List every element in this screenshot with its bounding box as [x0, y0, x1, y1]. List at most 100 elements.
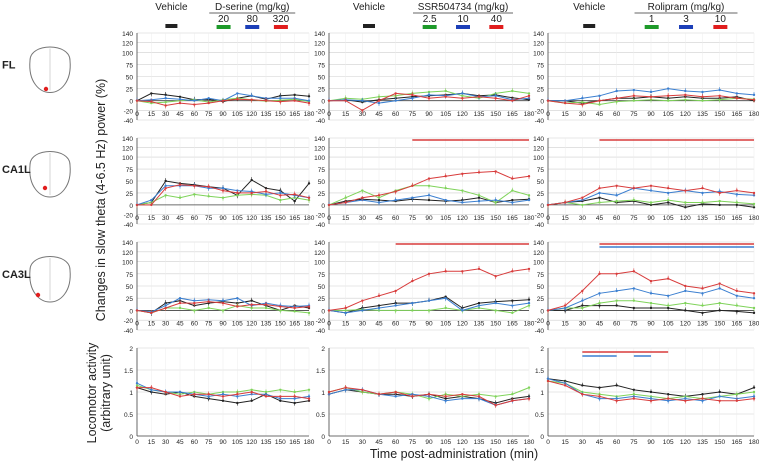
data-point	[377, 95, 381, 99]
data-point	[752, 311, 756, 315]
data-point	[279, 97, 282, 100]
data-point	[546, 377, 550, 380]
data-point	[632, 198, 636, 202]
y-tick-label: 120	[314, 250, 325, 257]
data-point	[293, 397, 296, 400]
data-point	[598, 103, 601, 106]
data-point	[598, 386, 601, 389]
data-point	[279, 194, 282, 197]
data-point	[207, 300, 210, 303]
x-tick-label: 75	[409, 111, 417, 118]
data-point	[752, 297, 756, 300]
data-point	[193, 193, 196, 196]
drug-label: Rolipram (mg/kg)	[648, 2, 725, 13]
y-tick-label: 50	[318, 284, 326, 291]
x-tick-label: 45	[375, 215, 383, 222]
x-tick-label: 105	[440, 215, 451, 222]
data-point	[752, 397, 756, 400]
x-tick-label: 90	[425, 321, 433, 328]
x-tick-label: 105	[232, 111, 243, 118]
data-point	[221, 309, 225, 312]
data-point	[701, 399, 704, 402]
data-point	[684, 206, 687, 209]
data-point	[461, 270, 464, 273]
data-point	[701, 397, 704, 400]
data-point	[718, 98, 721, 101]
x-tick-label: 75	[630, 111, 638, 118]
data-point	[279, 198, 282, 202]
data-point	[494, 198, 497, 202]
data-point	[598, 94, 601, 98]
y-tick-label: 2	[540, 346, 544, 353]
x-tick-label: 150	[714, 321, 725, 328]
data-point	[598, 196, 601, 199]
x-tick-label: 150	[275, 111, 286, 118]
x-tick-label: 45	[596, 321, 604, 328]
x-tick-label: 120	[246, 111, 257, 118]
data-point	[494, 97, 497, 100]
data-point	[264, 186, 268, 190]
data-point	[511, 270, 514, 273]
x-tick-label: 45	[375, 111, 383, 118]
x-tick-label: 45	[176, 321, 184, 328]
row-label: FL	[2, 60, 16, 72]
y-tick-label: 120	[533, 146, 544, 153]
x-tick-label: 45	[375, 321, 383, 328]
data-point	[494, 94, 497, 98]
data-point	[666, 277, 670, 280]
y-tick-label: 100	[533, 260, 544, 267]
data-point	[250, 98, 253, 101]
row-label: CA3L	[2, 269, 31, 281]
data-point	[427, 272, 431, 275]
data-point	[427, 184, 431, 187]
data-point	[494, 309, 497, 312]
data-point	[701, 292, 704, 295]
x-tick-label: 120	[457, 321, 468, 328]
data-point	[264, 193, 268, 196]
data-point	[279, 305, 282, 308]
dose-swatch	[216, 25, 231, 29]
data-point	[307, 397, 311, 400]
data-point	[598, 191, 601, 195]
data-point	[135, 386, 139, 389]
data-point	[361, 99, 364, 102]
dose-label: 3	[683, 14, 689, 25]
y-tick-label: 75	[126, 167, 134, 174]
data-point	[444, 270, 447, 273]
x-tick-label: 0	[546, 439, 550, 446]
data-point	[581, 203, 584, 207]
data-point	[264, 306, 268, 310]
y-tick-label: 0	[540, 308, 544, 315]
dose-swatch	[713, 25, 728, 29]
x-tick-label: 90	[647, 215, 655, 222]
data-point	[394, 390, 397, 394]
data-point	[581, 103, 584, 106]
data-point	[718, 309, 721, 312]
data-point	[615, 397, 618, 400]
data-point	[164, 100, 167, 104]
y-tick-label: 0	[321, 203, 325, 210]
y-tick-label: 140	[314, 31, 325, 38]
y-tick-label: 1.5	[535, 368, 544, 375]
data-point	[666, 306, 670, 310]
data-point	[701, 393, 704, 396]
y-axis-label-theta: Changes in slow theta (4-6.5 Hz) power (…	[94, 79, 108, 321]
data-point	[461, 94, 464, 98]
y-tick-label: 140	[533, 136, 544, 143]
y-tick-label: 25	[318, 191, 326, 198]
data-point	[701, 90, 704, 94]
x-tick-label: 30	[162, 215, 170, 222]
data-point	[293, 199, 296, 203]
data-point	[307, 99, 311, 102]
data-point	[581, 299, 584, 302]
data-point	[327, 99, 331, 102]
y-tick-label: 100	[122, 155, 133, 162]
data-point	[427, 194, 431, 197]
data-point	[377, 99, 381, 102]
data-point	[649, 95, 653, 99]
data-point	[649, 399, 653, 402]
data-point	[477, 304, 481, 307]
data-point	[250, 191, 253, 195]
data-point	[684, 201, 687, 204]
